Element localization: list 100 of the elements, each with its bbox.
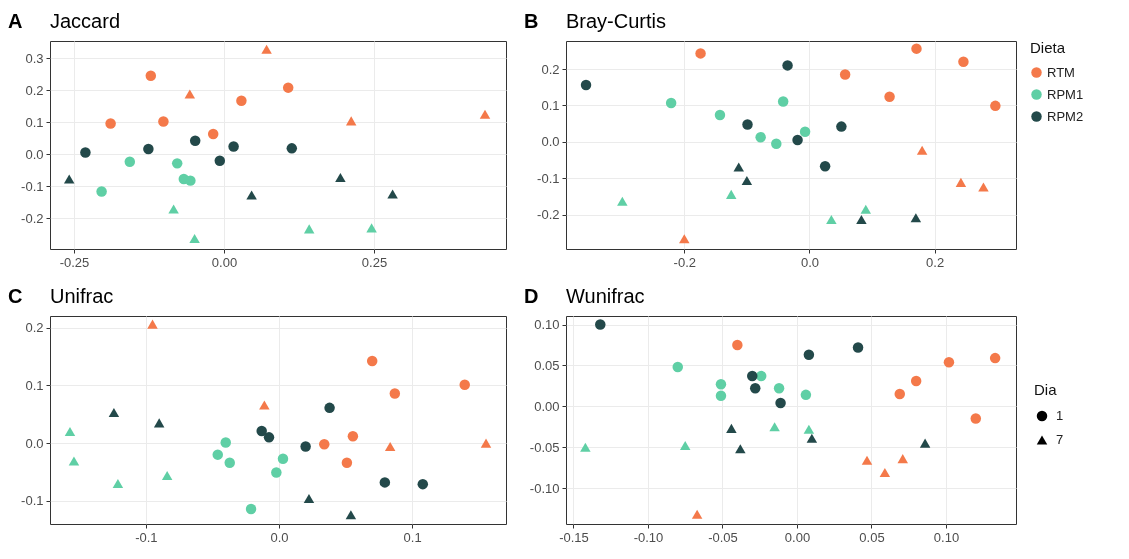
point [335, 172, 346, 182]
point [189, 135, 201, 146]
chart-title: Jaccard [50, 10, 121, 32]
point [910, 213, 922, 223]
point [771, 138, 782, 149]
point [861, 455, 873, 465]
point [161, 470, 173, 481]
point [741, 175, 753, 186]
point [755, 131, 766, 143]
point [459, 379, 470, 390]
point [665, 97, 677, 109]
chart-title: Unifrac [50, 285, 114, 307]
point [168, 204, 179, 214]
point [366, 355, 378, 367]
point [143, 143, 154, 155]
text: 1 [1056, 408, 1064, 423]
point [910, 375, 922, 387]
point [212, 449, 223, 460]
point [384, 442, 396, 452]
point [158, 116, 169, 127]
x-tick-label: 0.2 [926, 254, 945, 270]
point [245, 503, 257, 515]
y-tick-label: 0.0 [25, 435, 44, 451]
point [207, 128, 219, 140]
point [955, 177, 967, 187]
point [884, 91, 895, 102]
point [911, 43, 922, 54]
point [303, 224, 315, 234]
point [214, 155, 226, 167]
point [153, 418, 165, 428]
point [286, 143, 298, 154]
point [259, 400, 270, 410]
point [417, 478, 429, 490]
point [879, 467, 891, 478]
point [300, 441, 311, 452]
y-tick-label: 0.1 [25, 377, 44, 393]
y-tick-label: 0.2 [541, 61, 560, 77]
point [916, 145, 928, 155]
text: C [8, 285, 23, 307]
point [943, 356, 955, 368]
point [897, 454, 908, 464]
point [379, 477, 391, 488]
point [775, 397, 786, 409]
point [782, 60, 793, 71]
x-tick-label: -0.05 [708, 529, 738, 545]
y-tick-label: -0.10 [529, 480, 560, 496]
y-tick-label: 0.1 [541, 97, 560, 113]
point [480, 438, 492, 448]
y-tick-label: 0.1 [25, 114, 44, 130]
x-tick-label: -0.1 [135, 529, 158, 545]
point [725, 189, 737, 199]
point [978, 182, 989, 192]
legend-title: Dieta [1030, 39, 1066, 56]
legend-title: Dia [1034, 381, 1058, 398]
point [714, 109, 726, 121]
point [261, 44, 272, 54]
y-tick-label: -0.1 [21, 493, 44, 509]
point [695, 48, 706, 59]
text: A [8, 10, 23, 32]
y-tick-label: -0.05 [529, 439, 560, 455]
point [96, 186, 107, 197]
y-tick-label: 0.2 [25, 320, 44, 336]
point [852, 342, 864, 353]
point [68, 456, 80, 466]
point [282, 82, 294, 93]
point [145, 70, 157, 82]
text: 7 [1056, 432, 1064, 447]
point [733, 162, 744, 172]
point [580, 442, 591, 452]
point [732, 339, 743, 351]
point [679, 234, 690, 244]
x-tick-label: 0.0 [270, 529, 289, 545]
point [773, 383, 785, 394]
y-tick-label: 0.3 [25, 50, 44, 66]
x-tick-label: 0.05 [859, 529, 885, 545]
point [742, 119, 753, 130]
point [345, 510, 357, 520]
point [124, 156, 136, 168]
x-tick-label: -0.2 [673, 254, 696, 270]
legend-label: RTM [1047, 64, 1075, 80]
y-tick-label: 0.0 [541, 134, 560, 150]
point [347, 430, 359, 442]
point [324, 402, 335, 414]
y-tick-label: 0.0 [25, 146, 44, 162]
point [747, 370, 758, 382]
chart-title: Bray-Curtis [566, 10, 667, 32]
point [860, 204, 872, 214]
point [271, 467, 282, 478]
x-tick-label: 0.1 [403, 529, 422, 545]
point [228, 141, 239, 152]
point [715, 390, 727, 401]
chart-title: Wunifrac [566, 285, 645, 307]
point [63, 174, 75, 184]
y-tick-label: 0.2 [25, 82, 44, 98]
point [806, 433, 818, 443]
point [777, 96, 789, 107]
x-tick-label: 0.00 [784, 529, 811, 545]
point [792, 134, 803, 146]
point [672, 361, 683, 373]
point [826, 214, 837, 225]
